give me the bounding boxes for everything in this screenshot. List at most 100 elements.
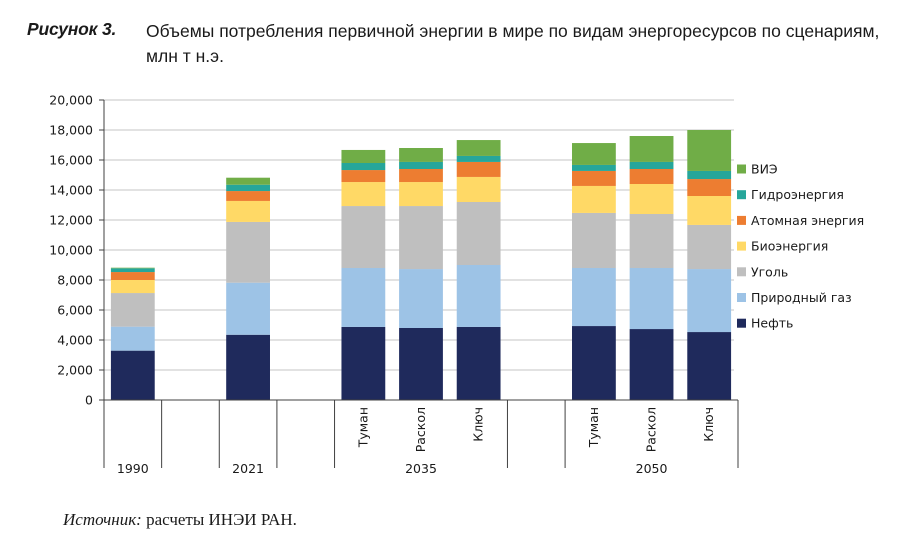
- bar-segment: [110, 272, 155, 280]
- bar-segment: [629, 169, 674, 184]
- bar-segment: [687, 130, 732, 171]
- bar-segment: [341, 170, 386, 183]
- source-note: Источник: расчеты ИНЭИ РАН.: [63, 510, 297, 530]
- bar-segment: [110, 268, 155, 273]
- bar-segment: [341, 163, 386, 171]
- x-subcategory-label: Ключ: [701, 407, 716, 442]
- bar-segment: [399, 161, 443, 169]
- bar-segment: [226, 221, 270, 283]
- y-tick-label: 8,000: [57, 273, 93, 288]
- x-subcategory-label: Туман: [586, 407, 601, 448]
- x-axis-labels: 1990 2021 2035 2050 Туман Раскол Ключ Туман Раск…: [103, 400, 739, 476]
- bar-segment: [399, 148, 443, 162]
- y-tick-label: 20,000: [49, 93, 93, 108]
- bar-stack: [629, 136, 674, 400]
- bar-segment: [399, 269, 443, 328]
- y-tick-label: 18,000: [49, 123, 93, 138]
- bar-segment: [687, 170, 732, 180]
- bar-segment: [399, 182, 443, 207]
- bar-segment: [399, 206, 443, 270]
- legend-label: Нефть: [751, 316, 793, 331]
- bar-segment: [110, 280, 155, 294]
- bar-segment: [629, 329, 674, 400]
- legend-item: ВИЭ: [737, 162, 778, 177]
- bar-stack: [399, 148, 443, 400]
- figure-label: Рисунок 3.: [27, 19, 117, 39]
- legend-item: Уголь: [737, 264, 788, 279]
- y-tick-label: 2,000: [57, 363, 93, 378]
- bar-segment: [110, 350, 155, 400]
- y-axis-ticks: 0 2,000 4,000 6,000 8,000 10,000 12,000 14,000 1…: [49, 93, 104, 408]
- bar-segment: [456, 265, 501, 327]
- bar-segment: [572, 326, 616, 400]
- legend-swatch: [737, 267, 746, 277]
- bar-segment: [687, 224, 732, 270]
- legend-swatch: [737, 190, 746, 200]
- bar-segment: [572, 170, 616, 186]
- bar-segment: [629, 214, 674, 268]
- bar-segment: [572, 212, 616, 268]
- bar-segment: [226, 334, 270, 400]
- bar-segment: [341, 268, 386, 327]
- bar-segment: [629, 136, 674, 162]
- y-tick-label: 12,000: [49, 213, 93, 228]
- x-subcategory-label: Раскол: [413, 407, 428, 452]
- legend-item: Природный газ: [737, 290, 852, 305]
- x-group-label: 2050: [636, 461, 668, 476]
- bar-segment: [226, 191, 270, 201]
- bar-segment: [399, 328, 443, 400]
- legend-label: Уголь: [751, 264, 788, 279]
- bar-stack: [226, 177, 270, 400]
- legend-swatch: [737, 293, 746, 302]
- figure-title: Объемы потребления первичной энергии в м…: [146, 21, 880, 66]
- bar-segment: [110, 293, 155, 327]
- legend-item: Биоэнергия: [737, 239, 828, 254]
- bar-segment: [456, 326, 501, 400]
- y-tick-label: 16,000: [49, 153, 93, 168]
- x-group-label: 2021: [232, 461, 264, 476]
- source-text: расчеты ИНЭИ РАН.: [141, 510, 297, 529]
- bar-stack: [456, 140, 501, 400]
- legend-item: Атомная энергия: [737, 213, 864, 228]
- x-subcategory-label: Раскол: [644, 407, 659, 452]
- bar-segment: [629, 161, 674, 169]
- legend-swatch: [737, 318, 746, 328]
- legend-item: Нефть: [737, 316, 793, 331]
- bar-segment: [687, 196, 732, 225]
- bar-segment: [572, 164, 616, 171]
- bar-segment: [226, 200, 270, 222]
- bar-stack: [110, 267, 155, 400]
- y-tick-label: 14,000: [49, 183, 93, 198]
- bar-segment: [226, 184, 270, 192]
- bar-segment: [226, 282, 270, 335]
- axes: [103, 100, 738, 401]
- legend-item: Гидроэнергия: [737, 187, 844, 202]
- bar-segment: [341, 182, 386, 207]
- bar-segment: [399, 169, 443, 183]
- x-subcategory-label: Ключ: [471, 407, 486, 442]
- legend-label: ВИЭ: [751, 162, 778, 177]
- source-prefix: Источник:: [63, 510, 142, 529]
- y-tick-label: 10,000: [49, 243, 93, 258]
- legend-swatch: [737, 215, 746, 225]
- bar-segment: [456, 140, 501, 156]
- y-tick-label: 4,000: [57, 333, 93, 348]
- legend-label: Природный газ: [751, 290, 852, 305]
- bar-segment: [110, 267, 155, 269]
- bar-segment: [456, 161, 501, 177]
- y-tick-label: 6,000: [57, 303, 93, 318]
- bar-stack: [687, 130, 732, 400]
- x-subcategory-label: Туман: [355, 407, 370, 448]
- y-tick-label: 0: [85, 393, 93, 408]
- bar-segment: [341, 326, 386, 400]
- bar-stack: [341, 149, 386, 400]
- x-group-label: 2035: [405, 461, 437, 476]
- bar-segment: [456, 155, 501, 162]
- legend-label: Биоэнергия: [751, 239, 828, 254]
- bars: [110, 130, 732, 400]
- bar-stack: [572, 143, 616, 400]
- bar-segment: [456, 202, 501, 265]
- bar-segment: [629, 184, 674, 214]
- bar-segment: [572, 143, 616, 165]
